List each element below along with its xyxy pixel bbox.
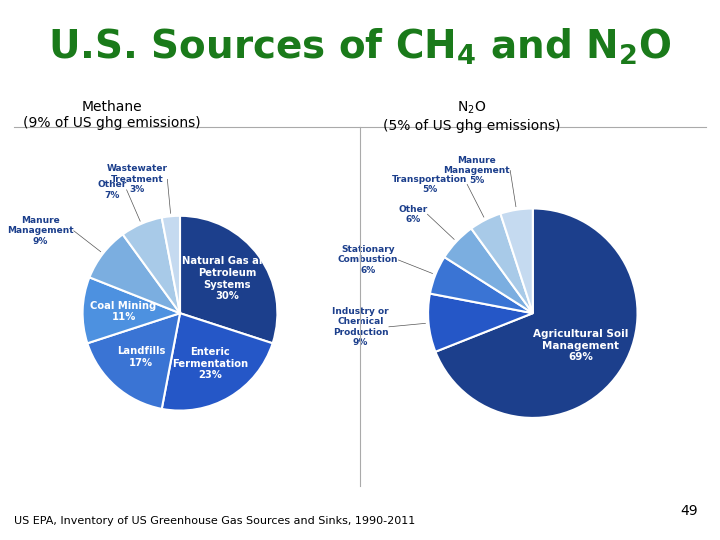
Text: Natural Gas and
Petroleum
Systems
30%: Natural Gas and Petroleum Systems 30%	[181, 256, 273, 301]
Text: Transportation
5%: Transportation 5%	[392, 175, 467, 194]
Wedge shape	[444, 228, 533, 313]
Text: Enteric
Fermentation
23%: Enteric Fermentation 23%	[171, 347, 248, 380]
Text: Coal Mining
11%: Coal Mining 11%	[91, 301, 157, 322]
Text: Other
7%: Other 7%	[97, 180, 127, 199]
Wedge shape	[472, 214, 533, 313]
Text: Manure
Management
5%: Manure Management 5%	[444, 156, 510, 185]
Text: Landfills
17%: Landfills 17%	[117, 346, 166, 368]
Wedge shape	[436, 208, 637, 418]
Text: Other
6%: Other 6%	[398, 205, 428, 224]
Wedge shape	[87, 313, 180, 409]
Text: Industry or
Chemical
Production
9%: Industry or Chemical Production 9%	[333, 307, 389, 347]
Text: Manure
Management
9%: Manure Management 9%	[7, 216, 73, 246]
Text: Agricultural Soil
Management
69%: Agricultural Soil Management 69%	[533, 329, 628, 362]
Wedge shape	[500, 208, 533, 313]
Wedge shape	[430, 257, 533, 313]
Text: US EPA, Inventory of US Greenhouse Gas Sources and Sinks, 1990-2011: US EPA, Inventory of US Greenhouse Gas S…	[14, 516, 415, 526]
Wedge shape	[89, 234, 180, 313]
Wedge shape	[122, 218, 180, 313]
Text: N$_2$O
(5% of US ghg emissions): N$_2$O (5% of US ghg emissions)	[383, 100, 560, 132]
Wedge shape	[180, 216, 277, 343]
Wedge shape	[162, 313, 273, 410]
Wedge shape	[83, 278, 180, 343]
Text: Methane
(9% of US ghg emissions): Methane (9% of US ghg emissions)	[23, 100, 200, 130]
Wedge shape	[428, 294, 533, 352]
Text: Wastewater
Treatment
3%: Wastewater Treatment 3%	[107, 165, 167, 194]
Text: Stationary
Combustion
6%: Stationary Combustion 6%	[338, 245, 398, 275]
Text: U.S. Sources of $\mathregular{CH_4}$ and $\mathregular{N_2O}$: U.S. Sources of $\mathregular{CH_4}$ and…	[48, 27, 672, 68]
Wedge shape	[162, 216, 180, 313]
Text: 49: 49	[681, 504, 698, 518]
